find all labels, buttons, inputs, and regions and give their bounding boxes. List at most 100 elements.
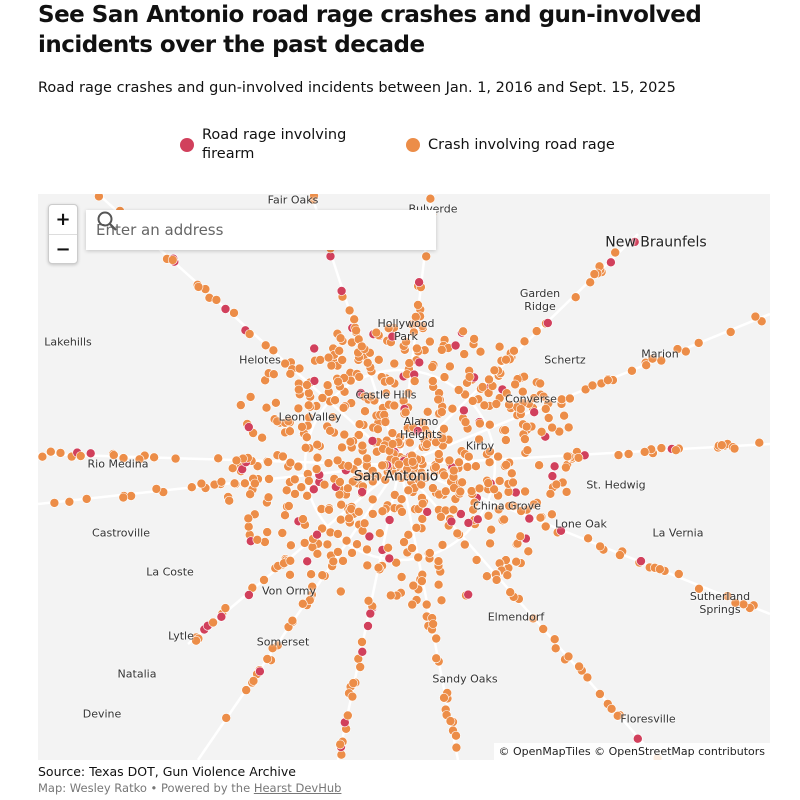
firearm-incident-marker[interactable] xyxy=(255,666,265,677)
crash-marker[interactable] xyxy=(280,510,290,521)
crash-marker[interactable] xyxy=(469,334,479,344)
crash-marker[interactable] xyxy=(501,460,511,470)
crash-marker[interactable] xyxy=(353,506,364,517)
crash-marker[interactable] xyxy=(563,422,574,433)
crash-marker[interactable] xyxy=(335,333,346,343)
crash-marker[interactable] xyxy=(352,456,363,467)
crash-marker[interactable] xyxy=(224,495,234,506)
crash-marker[interactable] xyxy=(570,292,581,302)
crash-marker[interactable] xyxy=(475,418,485,429)
map[interactable]: Fair Oaks Bulverde New Braunfels Garden Ridg… xyxy=(38,194,770,760)
crash-marker[interactable] xyxy=(436,512,446,522)
crash-marker[interactable] xyxy=(312,439,323,450)
crash-marker[interactable] xyxy=(298,514,308,524)
crash-marker[interactable] xyxy=(352,539,362,550)
firearm-incident-marker[interactable] xyxy=(363,621,373,631)
crash-marker[interactable] xyxy=(303,388,314,398)
crash-marker[interactable] xyxy=(404,358,415,368)
crash-marker[interactable] xyxy=(509,346,519,356)
crash-marker[interactable] xyxy=(221,713,231,723)
crash-marker[interactable] xyxy=(263,492,274,503)
firearm-incident-marker[interactable] xyxy=(459,405,469,416)
crash-marker[interactable] xyxy=(356,341,367,352)
crash-marker[interactable] xyxy=(285,457,296,468)
firearm-incident-marker[interactable] xyxy=(556,525,566,536)
crash-marker[interactable] xyxy=(536,427,547,437)
firearm-incident-marker[interactable] xyxy=(367,436,378,446)
crash-marker[interactable] xyxy=(424,548,435,558)
crash-marker[interactable] xyxy=(267,643,278,654)
crash-marker[interactable] xyxy=(425,336,435,347)
crash-marker[interactable] xyxy=(342,710,353,721)
zoom-in-button[interactable]: + xyxy=(49,205,77,235)
crash-marker[interactable] xyxy=(639,447,650,457)
crash-marker[interactable] xyxy=(613,450,624,460)
crash-marker[interactable] xyxy=(126,491,136,501)
crash-marker[interactable] xyxy=(333,376,343,387)
crash-marker[interactable] xyxy=(510,379,520,390)
crash-marker[interactable] xyxy=(296,482,307,493)
crash-marker[interactable] xyxy=(264,474,274,484)
crash-marker[interactable] xyxy=(559,410,569,421)
crash-marker[interactable] xyxy=(501,354,511,365)
crash-marker[interactable] xyxy=(393,471,404,482)
crash-marker[interactable] xyxy=(471,461,481,472)
crash-marker[interactable] xyxy=(335,477,345,487)
crash-marker[interactable] xyxy=(413,300,423,310)
crash-marker[interactable] xyxy=(347,691,358,702)
crash-marker[interactable] xyxy=(339,429,350,440)
crash-marker[interactable] xyxy=(208,617,218,628)
crash-marker[interactable] xyxy=(515,404,526,414)
crash-marker[interactable] xyxy=(535,512,546,523)
crash-marker[interactable] xyxy=(285,569,295,580)
crash-marker[interactable] xyxy=(431,653,442,664)
crash-marker[interactable] xyxy=(333,529,343,539)
crash-marker[interactable] xyxy=(673,569,684,579)
crash-marker[interactable] xyxy=(403,388,414,398)
crash-marker[interactable] xyxy=(381,388,391,399)
crash-marker[interactable] xyxy=(299,538,310,548)
crash-marker[interactable] xyxy=(297,598,308,609)
crash-marker[interactable] xyxy=(531,326,542,336)
crash-marker[interactable] xyxy=(483,510,494,521)
crash-marker[interactable] xyxy=(385,376,395,386)
crash-marker[interactable] xyxy=(500,425,510,435)
crash-marker[interactable] xyxy=(458,326,468,337)
crash-marker[interactable] xyxy=(290,489,300,499)
crash-marker[interactable] xyxy=(479,400,490,411)
crash-marker[interactable] xyxy=(422,407,433,417)
crash-marker[interactable] xyxy=(574,661,584,672)
crash-marker[interactable] xyxy=(343,461,354,471)
crash-marker[interactable] xyxy=(418,471,429,482)
crash-marker[interactable] xyxy=(439,372,450,382)
crash-marker[interactable] xyxy=(693,338,704,348)
crash-marker[interactable] xyxy=(341,535,352,546)
crash-marker[interactable] xyxy=(403,485,414,496)
crash-marker[interactable] xyxy=(357,637,367,647)
crash-marker[interactable] xyxy=(293,461,304,472)
crash-marker[interactable] xyxy=(433,394,444,405)
crash-marker[interactable] xyxy=(437,540,448,550)
crash-marker[interactable] xyxy=(515,531,526,542)
crash-marker[interactable] xyxy=(297,422,307,432)
crash-marker[interactable] xyxy=(391,557,402,568)
crash-marker[interactable] xyxy=(474,434,484,445)
crash-marker[interactable] xyxy=(540,521,551,532)
firearm-incident-marker[interactable] xyxy=(414,357,425,368)
crash-marker[interactable] xyxy=(439,424,449,434)
crash-marker[interactable] xyxy=(436,595,447,606)
crash-marker[interactable] xyxy=(338,556,348,566)
crash-marker[interactable] xyxy=(330,395,340,405)
crash-marker[interactable] xyxy=(344,305,355,316)
crash-marker[interactable] xyxy=(445,361,455,372)
crash-marker[interactable] xyxy=(354,372,365,382)
crash-marker[interactable] xyxy=(672,344,683,354)
crash-marker[interactable] xyxy=(483,478,494,488)
crash-marker[interactable] xyxy=(285,369,296,379)
crash-marker[interactable] xyxy=(227,463,238,474)
crash-marker[interactable] xyxy=(606,703,617,714)
crash-marker[interactable] xyxy=(385,590,396,601)
crash-marker[interactable] xyxy=(327,412,338,422)
crash-marker[interactable] xyxy=(325,426,335,436)
crash-marker[interactable] xyxy=(462,462,473,472)
